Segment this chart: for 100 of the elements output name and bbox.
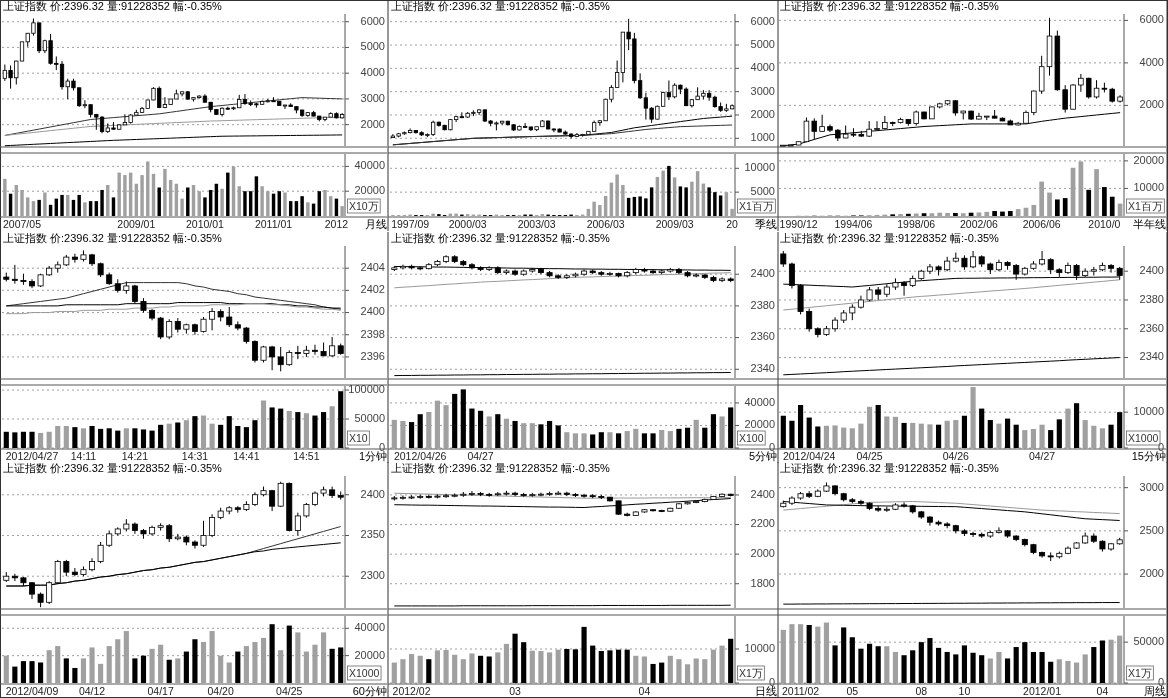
y-tick-label: 2396 (360, 349, 385, 362)
y-tick-label: 6000 (360, 14, 385, 27)
text: 15分钟 (1131, 450, 1166, 462)
y-tick-label: 1800 (750, 576, 775, 589)
y-tick-label: 6000 (750, 14, 775, 27)
y-tick-label: 2398 (360, 327, 385, 340)
y-tick-label: 40000 (354, 621, 385, 634)
y-tick-label: 4000 (750, 61, 775, 74)
x-tick-label: 2003/03 (517, 218, 556, 230)
chart-title: 上证指数 价:2396.32 量:91228352 幅:-0.35% (391, 0, 611, 12)
x-tick-label: 08 (915, 685, 928, 697)
chart-title: 上证指数 价:2396.32 量:91228352 幅:-0.35% (780, 232, 1000, 244)
y-tick-label: 100000 (348, 382, 385, 395)
text: X100 (739, 432, 764, 444)
text: 半年线 (1133, 218, 1166, 230)
text: X1百万 (1128, 200, 1163, 212)
chart-title: 上证指数 价:2396.32 量:91228352 幅:-0.35% (780, 0, 1000, 12)
text: X10万 (349, 200, 379, 212)
y-tick-label: 10000 (1133, 405, 1164, 418)
text: X1000 (349, 667, 380, 679)
x-tick-label: 2007/05 (3, 218, 42, 230)
chart-title: 上证指数 价:2396.32 量:91228352 幅:-0.35% (391, 232, 611, 244)
text: X1百万 (739, 200, 774, 212)
y-tick-label: 2400 (360, 305, 385, 318)
x-tick-label: 1994/06 (834, 218, 873, 230)
text: 月线 (365, 218, 387, 230)
x-tick-label: 2010/01 (185, 218, 225, 230)
text: 1分钟 (358, 450, 387, 462)
y-tick-label: 2400 (750, 267, 775, 280)
y-tick-label: 50000 (1133, 635, 1164, 648)
x-tick-label: 04/17 (147, 685, 174, 697)
x-tick-label: 04/25 (856, 450, 883, 462)
text: X10 (349, 432, 368, 444)
y-tick-label: 3000 (360, 91, 385, 104)
chart-title: 上证指数 价:2396.32 量:91228352 幅:-0.35% (3, 0, 223, 12)
x-tick-label: 2000/03 (448, 218, 487, 230)
text: 周线 (1144, 685, 1166, 697)
y-tick-label: 2404 (360, 261, 385, 274)
chart-title: 上证指数 价:2396.32 量:91228352 幅:-0.35% (391, 462, 611, 474)
y-tick-label: 3000 (750, 84, 775, 97)
x-tick-label: 20 (726, 218, 739, 230)
y-tick-label: 2400 (360, 487, 385, 500)
x-tick-label: 03 (509, 685, 522, 697)
x-tick-label: 2012/01 (1023, 685, 1062, 697)
x-tick-label: 2011/01 (254, 218, 293, 230)
x-tick-label: 2011/02 (781, 685, 820, 697)
y-tick-label: 20000 (354, 648, 385, 661)
y-tick-label: 2402 (360, 283, 385, 296)
y-tick-label: 2340 (750, 362, 775, 375)
text: X1000 (1128, 432, 1159, 444)
y-tick-label: 5000 (750, 185, 775, 198)
x-tick-label: 2012/04/27 (5, 450, 59, 462)
x-tick-label: 2010/0 (1088, 218, 1121, 230)
y-tick-label: 20000 (744, 418, 775, 431)
y-tick-label: 2000 (360, 117, 385, 130)
y-tick-label: 2000 (1139, 566, 1164, 579)
x-tick-label: 2012/02 (392, 685, 431, 697)
y-tick-label: 2000 (750, 107, 775, 120)
y-tick-label: 2500 (1139, 523, 1164, 536)
y-tick-label: 40000 (744, 395, 775, 408)
y-tick-label: 2000 (750, 547, 775, 560)
chart-title: 上证指数 价:2396.32 量:91228352 幅:-0.35% (3, 462, 223, 474)
x-tick-label: 2009/01 (117, 218, 156, 230)
y-tick-label: 20000 (354, 184, 385, 197)
y-tick-label: 2400 (1139, 264, 1164, 277)
x-tick-label: 04/20 (207, 685, 234, 697)
x-tick-label: 14:21 (121, 450, 149, 462)
x-tick-label: 2009/03 (655, 218, 694, 230)
y-tick-label: 2380 (1139, 292, 1164, 305)
chart-title: 上证指数 价:2396.32 量:91228352 幅:-0.35% (3, 232, 223, 244)
y-tick-label: 50000 (354, 411, 385, 424)
y-tick-label: 2350 (360, 528, 385, 541)
y-tick-label: 10000 (1133, 181, 1164, 194)
text: 60分钟 (352, 685, 387, 697)
y-tick-label: 10000 (744, 641, 775, 654)
x-tick-label: 14:51 (293, 450, 320, 462)
x-tick-label: 2012 (324, 218, 349, 230)
y-tick-label: 2340 (1139, 350, 1164, 363)
y-tick-label: 4000 (1139, 55, 1164, 68)
x-tick-label: 2002/06 (959, 218, 999, 230)
x-tick-label: 2012/04/09 (5, 685, 59, 697)
y-tick-label: 2400 (750, 487, 775, 500)
y-tick-label: 10000 (744, 161, 775, 174)
y-tick-label: 3000 (1139, 480, 1164, 493)
x-tick-label: 04 (638, 685, 651, 697)
y-tick-label: 2360 (1139, 321, 1164, 334)
y-tick-label: 2200 (750, 517, 775, 530)
x-tick-label: 04/25 (276, 685, 303, 697)
text: 日线 (755, 685, 777, 697)
x-tick-label: 04 (1096, 685, 1109, 697)
x-tick-label: 2012/04/24 (782, 450, 836, 462)
y-tick-label: 20000 (1133, 153, 1164, 166)
x-tick-label: 2006/03 (586, 218, 625, 230)
x-tick-label: 14:31 (181, 450, 209, 462)
y-tick-label: 2000 (1139, 98, 1164, 111)
x-tick-label: 14:11 (70, 450, 97, 462)
x-tick-label: 10 (958, 685, 971, 697)
y-tick-label: 40000 (354, 159, 385, 172)
x-tick-label: 04/12 (78, 685, 106, 697)
x-tick-label: 2012/04/26 (393, 450, 447, 462)
